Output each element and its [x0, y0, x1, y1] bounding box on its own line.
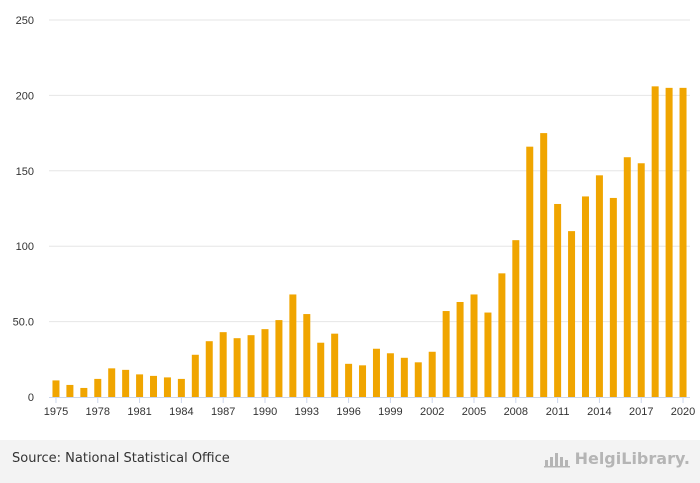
bar	[275, 320, 283, 397]
x-axis-ticks	[55, 397, 684, 403]
bar	[261, 329, 269, 397]
bar	[233, 338, 241, 397]
source-note: Source: National Statistical Office	[12, 451, 230, 466]
y-tick-label: 150	[16, 166, 34, 178]
bar	[623, 157, 631, 397]
y-axis-tick-labels: 0 50.0 100 150 200 250	[13, 15, 34, 404]
gridlines	[49, 19, 690, 323]
x-tick-label: 2020	[671, 406, 695, 418]
bar	[317, 342, 325, 397]
x-tick-label: 1993	[295, 406, 319, 418]
bar	[512, 240, 520, 397]
bar	[66, 384, 74, 397]
bar	[498, 273, 506, 397]
bar	[359, 365, 367, 397]
bar	[191, 354, 199, 397]
bar	[372, 348, 380, 397]
x-tick-label: 2005	[462, 406, 486, 418]
x-tick-label: 1987	[211, 406, 235, 418]
x-axis-tick-labels: 1975 1978 1981 1984 1987 1990 1993 1996 1999 2002…	[44, 406, 696, 418]
bar	[345, 363, 353, 397]
y-tick-label: 250	[16, 15, 34, 27]
bar	[80, 387, 88, 397]
x-tick-label: 1990	[253, 406, 277, 418]
bar	[289, 294, 297, 397]
bar	[456, 301, 464, 397]
bar	[581, 196, 589, 397]
bar	[331, 333, 339, 397]
x-tick-label: 2017	[629, 406, 653, 418]
y-tick-label: 200	[16, 90, 34, 102]
bar	[219, 332, 227, 397]
bar	[303, 314, 311, 397]
bar	[150, 375, 158, 397]
bar	[163, 377, 171, 397]
bar	[414, 362, 422, 397]
bar	[568, 231, 576, 397]
bar	[679, 87, 687, 398]
y-tick-label: 50.0	[13, 317, 34, 329]
bar	[400, 357, 408, 397]
bar	[136, 374, 144, 397]
bar	[665, 87, 673, 398]
bar	[247, 335, 255, 397]
x-tick-label: 1999	[378, 406, 402, 418]
bar	[637, 163, 645, 397]
x-tick-label: 1996	[336, 406, 360, 418]
bar	[595, 175, 603, 397]
bar	[386, 353, 394, 397]
bar	[122, 369, 130, 397]
helgi-library-logo-icon	[543, 453, 570, 468]
x-tick-label: 2011	[546, 406, 570, 418]
bar-series	[52, 86, 687, 398]
x-tick-label: 1978	[86, 406, 110, 418]
x-tick-label: 1975	[44, 406, 68, 418]
bar	[526, 146, 534, 397]
bar	[52, 380, 60, 397]
x-tick-label: 1981	[127, 406, 151, 418]
x-tick-label: 2002	[420, 406, 444, 418]
bar	[470, 294, 478, 397]
bar	[609, 197, 617, 397]
bar	[94, 378, 102, 397]
x-tick-label: 1984	[169, 406, 193, 418]
bar	[108, 368, 116, 397]
bar	[205, 341, 213, 397]
chart-footer: Source: National Statistical Office Helg…	[0, 440, 700, 483]
x-tick-label: 2014	[587, 406, 611, 418]
brand-name: HelgiLibrary.	[574, 448, 690, 468]
brand: HelgiLibrary.	[543, 448, 690, 468]
bar	[540, 133, 548, 397]
bar	[177, 378, 185, 397]
y-tick-label: 100	[16, 241, 34, 253]
y-tick-label: 0	[28, 392, 34, 404]
bar	[484, 312, 492, 397]
bar	[554, 203, 562, 397]
bar	[428, 351, 436, 397]
bar	[651, 86, 659, 398]
bar	[442, 311, 450, 397]
x-tick-label: 2008	[504, 406, 528, 418]
